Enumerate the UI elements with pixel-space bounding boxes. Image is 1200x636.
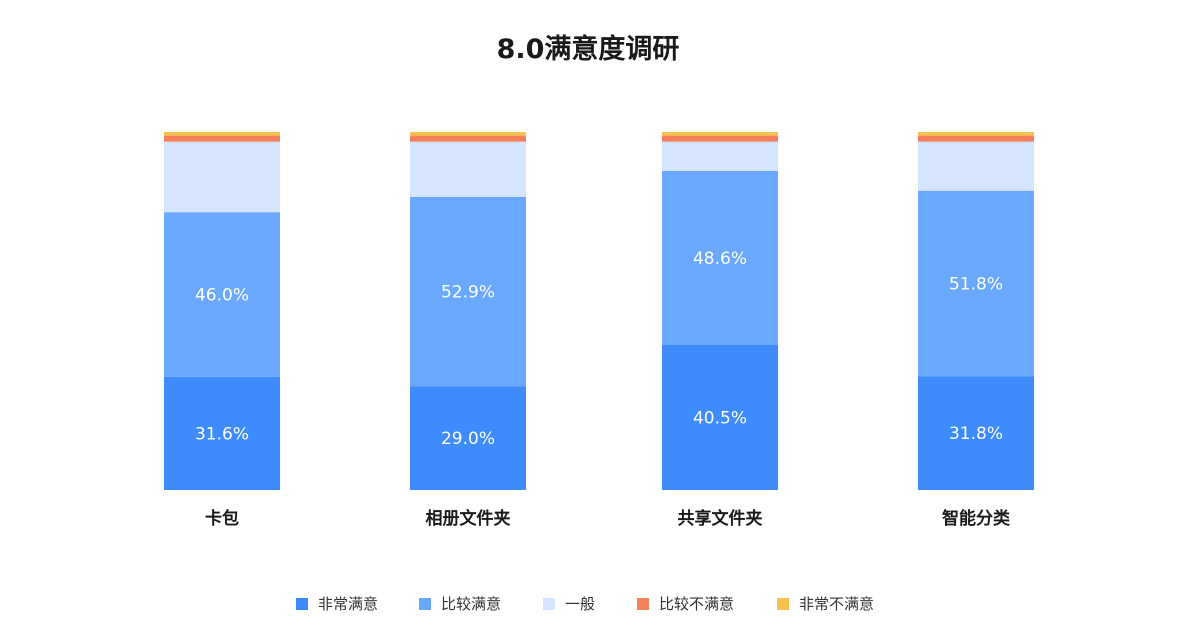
- bar-segment: [662, 171, 778, 346]
- bar-value-label: 31.8%: [949, 424, 1003, 444]
- bars-group: [164, 132, 1034, 490]
- bar-segment: [164, 376, 280, 490]
- legend-label: 比较不满意: [659, 595, 734, 613]
- bar-value-label: 40.5%: [693, 409, 747, 429]
- bar-segment: [662, 135, 778, 142]
- legend-item: 比较满意: [419, 595, 501, 613]
- category-labels-group: 卡包 相册文件夹 共享文件夹 智能分类: [205, 508, 1011, 529]
- legend-item: 比较不满意: [637, 595, 734, 613]
- bar-segment: [918, 190, 1034, 377]
- bar-segment: [164, 132, 280, 136]
- bar-segment: [662, 345, 778, 490]
- legend-label: 非常满意: [318, 595, 378, 613]
- bar-segment: [662, 141, 778, 172]
- bar-segment: [662, 132, 778, 136]
- legend-swatch: [777, 598, 789, 610]
- legend-item: 一般: [543, 595, 595, 613]
- legend-label: 非常不满意: [799, 595, 874, 613]
- legend-swatch: [419, 598, 431, 610]
- bar-segment: [164, 212, 280, 377]
- bar-segment: [164, 141, 280, 213]
- bar-segment: [410, 141, 526, 197]
- legend-item: 非常不满意: [777, 595, 874, 613]
- bar-segment: [164, 135, 280, 142]
- bar-value-label: 31.6%: [195, 424, 249, 444]
- category-label: 智能分类: [942, 508, 1011, 529]
- category-label: 共享文件夹: [678, 508, 763, 529]
- bar-value-label: 29.0%: [441, 429, 495, 449]
- legend-item: 非常满意: [296, 595, 378, 613]
- legend-swatch: [296, 598, 308, 610]
- legend-label: 一般: [565, 595, 595, 613]
- bar-segment: [918, 376, 1034, 490]
- category-label: 相册文件夹: [426, 508, 511, 529]
- bar-segment: [410, 196, 526, 387]
- bar-value-label: 52.9%: [441, 282, 495, 302]
- bar-segment: [410, 132, 526, 136]
- legend-swatch: [543, 598, 555, 610]
- bar-value-label: 46.0%: [195, 286, 249, 306]
- legend-label: 比较满意: [441, 595, 501, 613]
- category-label: 卡包: [205, 508, 239, 529]
- bar-segment: [918, 141, 1034, 191]
- bar-segment: [918, 132, 1034, 136]
- bar-value-label: 51.8%: [949, 274, 1003, 294]
- bar-segment: [410, 135, 526, 142]
- legend: 非常满意 比较满意 一般 比较不满意 非常不满意: [296, 595, 874, 613]
- bar-segment: [918, 135, 1034, 142]
- chart-title: 8.0满意度调研: [497, 33, 680, 65]
- bar-labels-group: 31.6% 46.0% 29.0% 52.9% 40.5% 48.6% 31.8% 51.8%: [195, 249, 1003, 449]
- bar-value-label: 48.6%: [693, 249, 747, 269]
- legend-swatch: [637, 598, 649, 610]
- bar-segment: [410, 386, 526, 490]
